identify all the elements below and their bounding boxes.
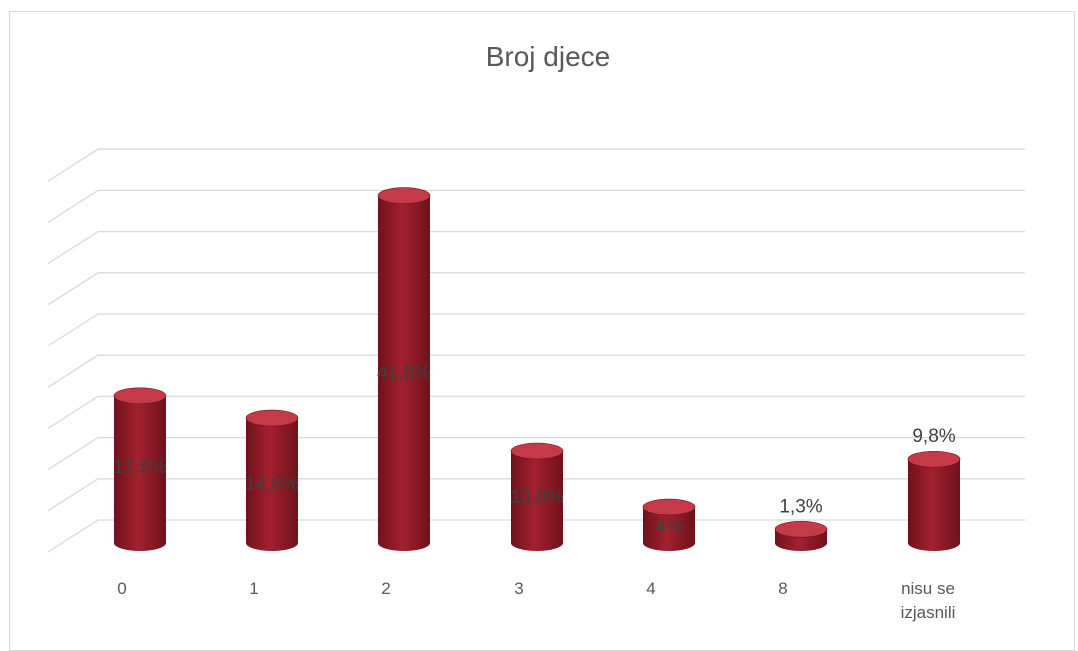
bar [774, 520, 828, 551]
data-label: 41,8% [377, 363, 431, 384]
bar [245, 409, 299, 551]
data-label: 17,5% [113, 457, 167, 478]
data-label: 4% [655, 516, 683, 537]
bar [377, 187, 431, 551]
x-tick-label: 0 [117, 579, 126, 598]
gridline [47, 189, 1025, 223]
data-label: 10,8% [510, 487, 564, 508]
data-label: 14,8% [245, 474, 299, 495]
bar [907, 450, 961, 551]
bars [113, 187, 961, 551]
bar-chart: Broj djece 0 1 2 3 4 8 nisu se izjasnili 17,5%1… [47, 41, 1025, 622]
bar [642, 498, 696, 551]
data-label: 9,8% [912, 426, 955, 447]
gridline [47, 395, 1025, 429]
x-tick-label: 3 [514, 579, 523, 598]
gridline [47, 519, 1025, 553]
data-label: 1,3% [779, 496, 822, 517]
x-tick-label: 4 [646, 579, 655, 598]
gridline [47, 313, 1025, 347]
gridline [47, 436, 1025, 471]
gridline [47, 354, 1025, 388]
bar [510, 442, 564, 551]
chart-title: Broj djece [486, 41, 611, 72]
gridlines [47, 148, 1025, 553]
x-tick-label: 1 [249, 579, 258, 598]
data-labels: 17,5% 14,8% 41,8% 10,8% 4% 1,3% 9,8% [113, 363, 956, 537]
bar [113, 387, 167, 551]
gridline [47, 272, 1025, 306]
x-tick-label: 8 [778, 579, 787, 598]
x-tick-label: 2 [381, 579, 390, 598]
x-axis-ticks: 0 1 2 3 4 8 nisu se izjasnili [117, 579, 955, 622]
gridline [47, 148, 1025, 182]
gridline [47, 230, 1025, 265]
gridline [47, 478, 1025, 512]
x-tick-label: nisu se izjasnili [901, 579, 956, 622]
